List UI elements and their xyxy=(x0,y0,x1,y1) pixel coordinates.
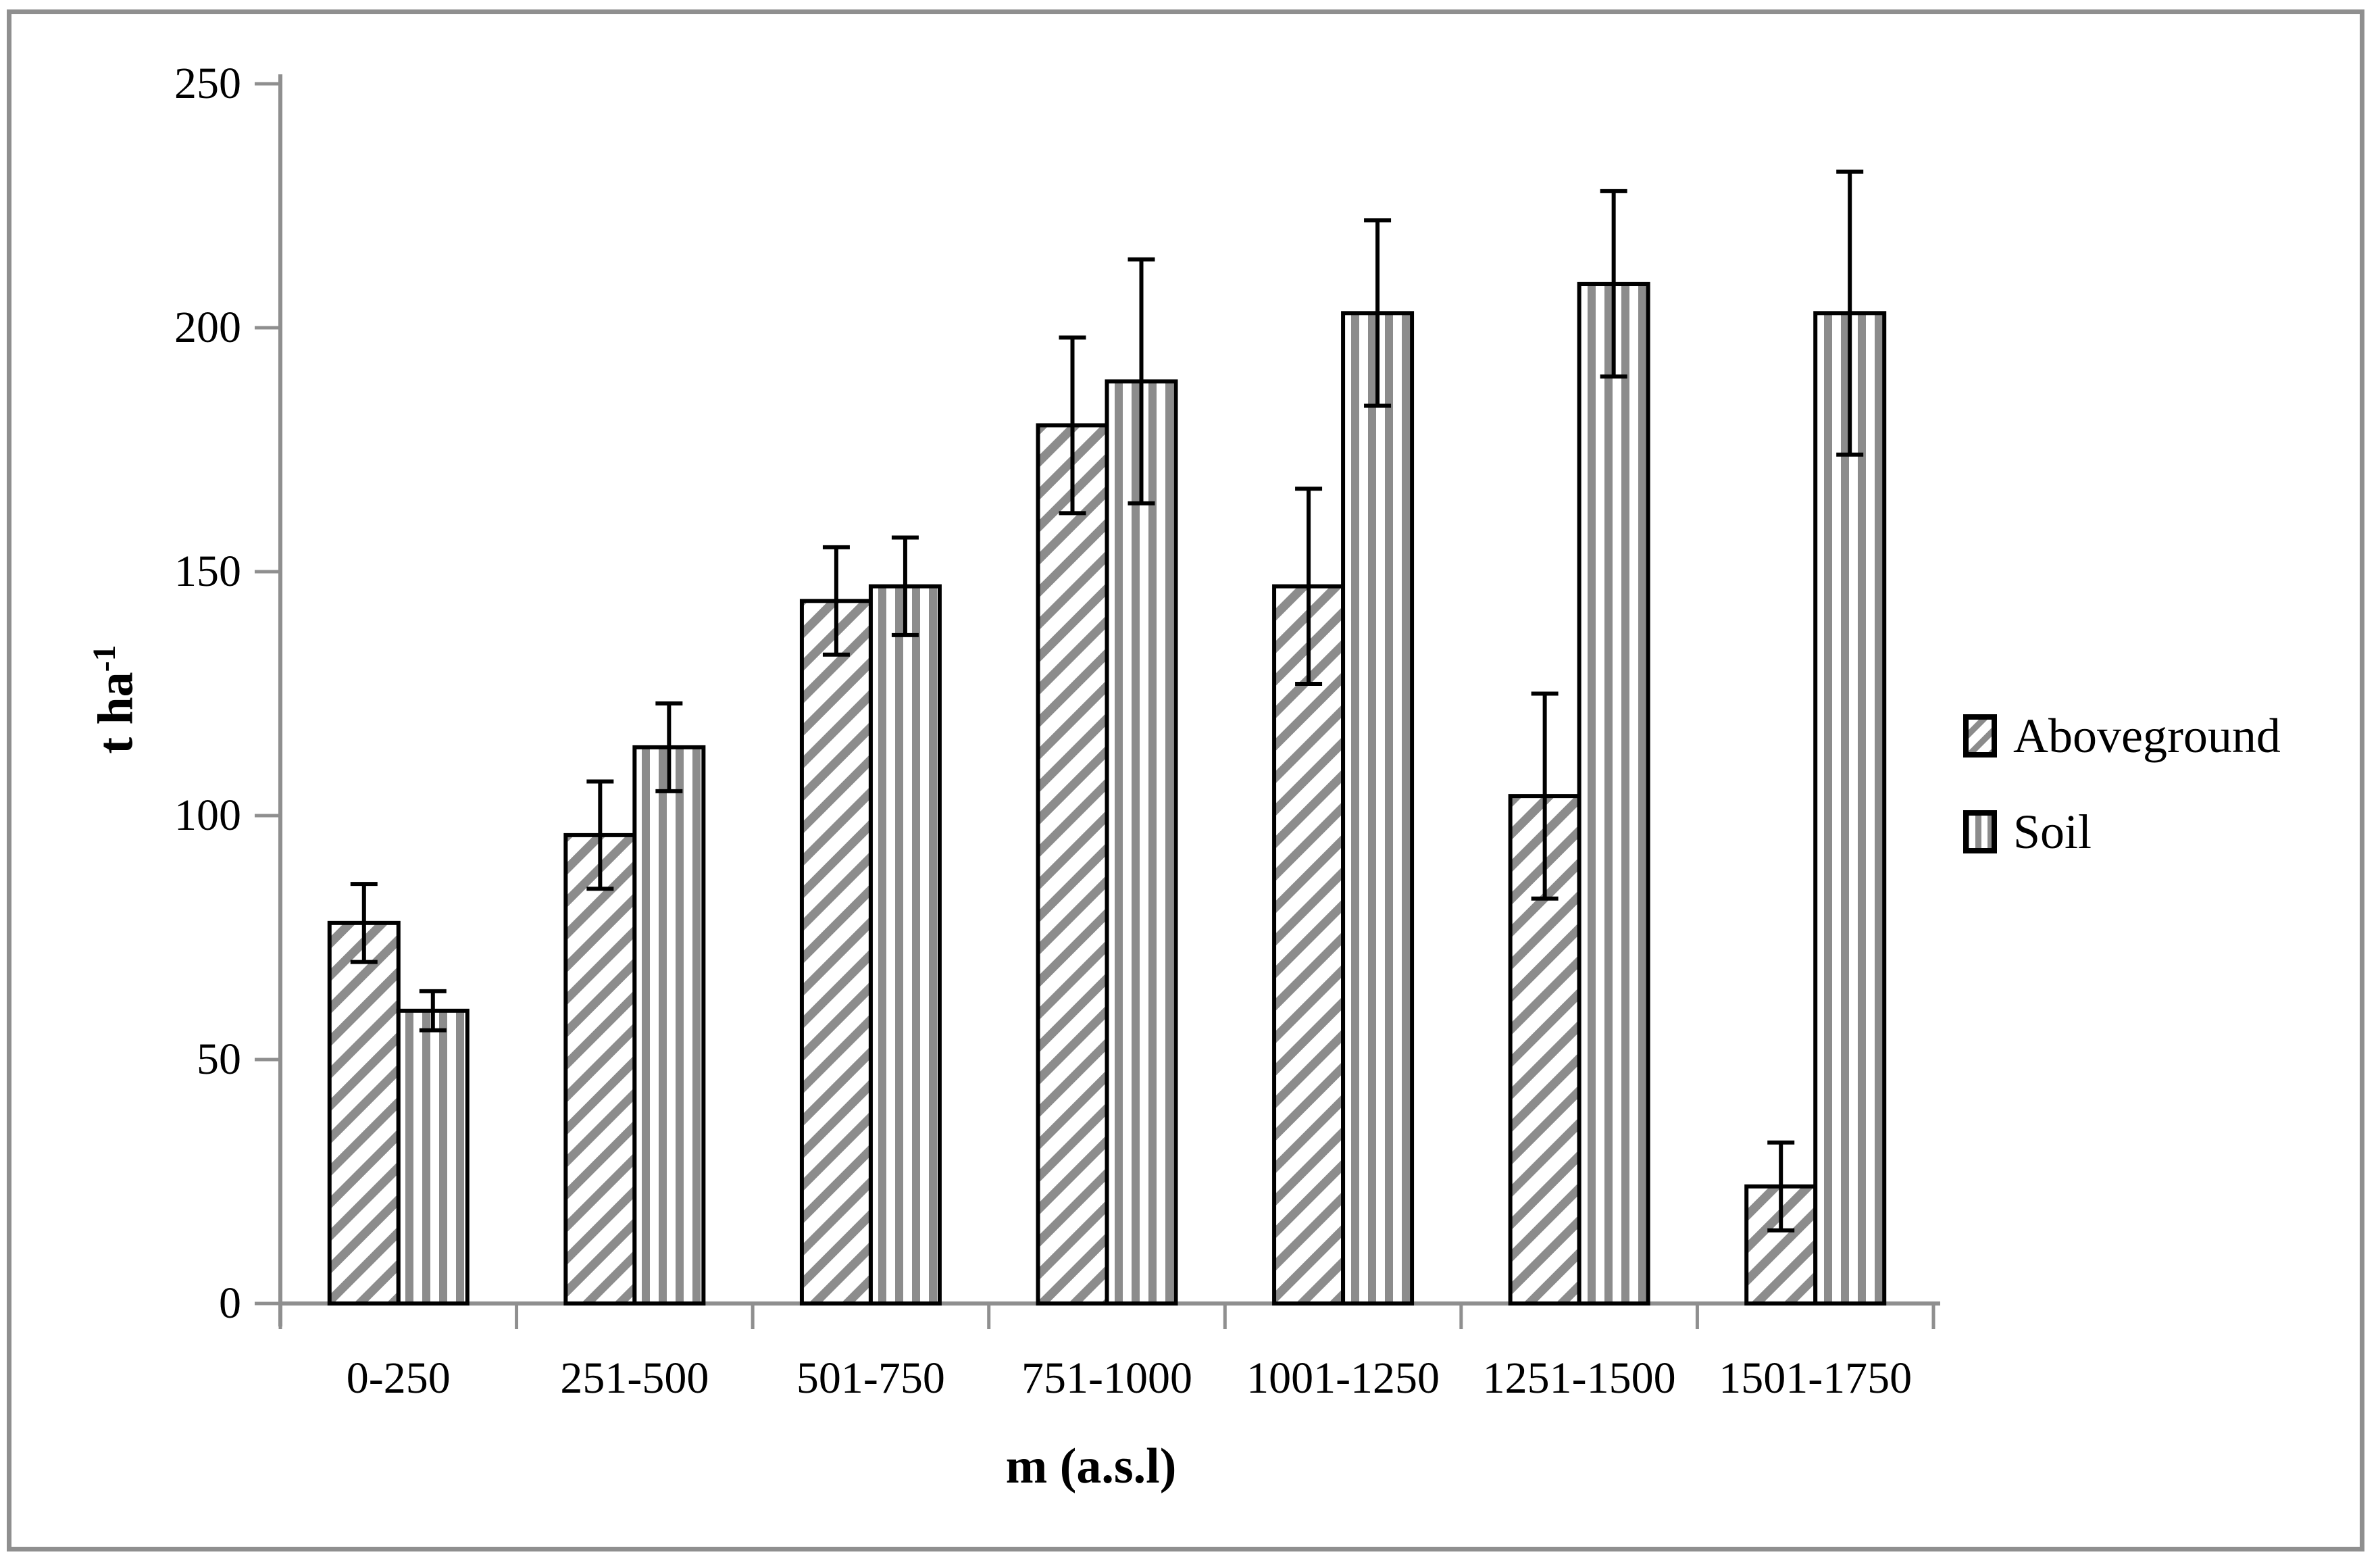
legend-label-soil: Soil xyxy=(2013,805,2092,859)
x-category-label: 751-1000 xyxy=(1021,1353,1192,1403)
y-axis-title-exponent: -1 xyxy=(86,645,122,672)
x-category-label: 0-250 xyxy=(346,1353,451,1403)
bar-soil-501-750 xyxy=(868,584,942,1306)
bar-aboveground-751-1000 xyxy=(1036,423,1109,1306)
legend-swatch-vertical-icon xyxy=(1963,810,1997,853)
bar-soil-1251-1500 xyxy=(1577,282,1650,1306)
bar-soil-251-500 xyxy=(632,745,706,1306)
x-category-label: 501-750 xyxy=(796,1353,945,1403)
x-axis-title: m (a.s.l) xyxy=(1005,1439,1177,1494)
y-axis-title-text: t ha xyxy=(88,672,144,754)
legend-label-aboveground: Aboveground xyxy=(2013,709,2281,763)
y-tick-label: 150 xyxy=(174,547,241,596)
y-tick-label: 100 xyxy=(174,791,241,840)
bar-soil-1001-1250 xyxy=(1341,311,1415,1306)
y-tick-label: 0 xyxy=(219,1278,241,1328)
bar-aboveground-1001-1250 xyxy=(1272,584,1346,1306)
bar-aboveground-251-500 xyxy=(563,833,637,1306)
x-category-label: 1251-1500 xyxy=(1482,1353,1676,1403)
bar-aboveground-0-250 xyxy=(327,920,401,1306)
x-category-label: 251-500 xyxy=(560,1353,709,1403)
y-tick-label: 250 xyxy=(174,59,241,108)
y-tick-label: 200 xyxy=(174,303,241,352)
legend: Aboveground Soil xyxy=(1963,707,2281,899)
bar-soil-751-1000 xyxy=(1105,379,1178,1306)
x-category-label: 1001-1250 xyxy=(1246,1353,1440,1403)
legend-swatch-diagonal-icon xyxy=(1963,714,1997,757)
y-tick-label: 50 xyxy=(197,1035,241,1084)
legend-item-soil: Soil xyxy=(1963,803,2281,861)
x-category-label: 1501-1750 xyxy=(1719,1353,1913,1403)
bar-soil-0-250 xyxy=(396,1008,470,1306)
legend-item-aboveground: Aboveground xyxy=(1963,707,2281,765)
bar-soil-1501-1750 xyxy=(1813,311,1887,1306)
bar-aboveground-501-750 xyxy=(799,599,873,1306)
